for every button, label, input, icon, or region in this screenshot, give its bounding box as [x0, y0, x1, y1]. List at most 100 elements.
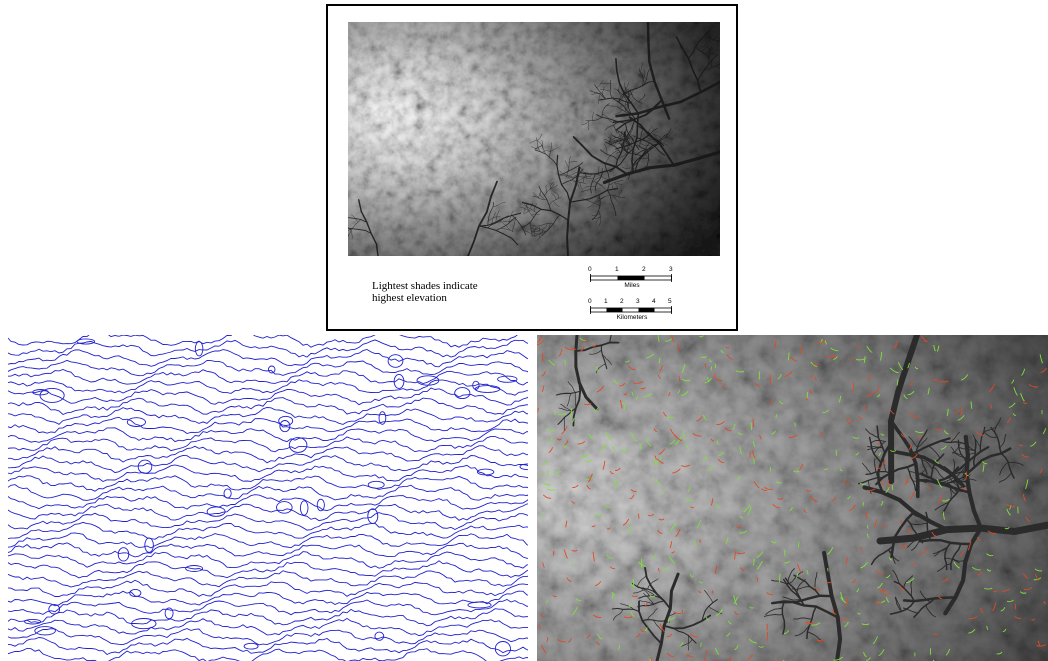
valley-channel [538, 190, 542, 199]
green-contour-segment [677, 389, 681, 394]
red-contour-segment [817, 639, 825, 642]
red-contour-segment [657, 374, 661, 379]
contour-loop [117, 547, 130, 562]
overlay-valley [957, 439, 968, 464]
red-contour-segment [889, 409, 895, 415]
overlay-valley [563, 416, 566, 431]
red-contour-segment [571, 549, 578, 552]
green-contour-segment [927, 387, 930, 395]
red-contour-segment [1002, 588, 1010, 592]
red-contour-segment [669, 428, 677, 437]
red-contour-segment [587, 473, 593, 483]
red-contour-segment [960, 551, 964, 557]
valley-channel [542, 150, 551, 153]
red-contour-segment [656, 458, 664, 464]
valley-channel [701, 45, 711, 51]
green-contour-segment [558, 412, 567, 416]
green-contour-segment [594, 514, 603, 517]
green-contour-segment [783, 630, 790, 635]
red-contour-segment [881, 588, 884, 592]
red-contour-segment [638, 513, 640, 519]
green-contour-segment [793, 470, 800, 473]
red-contour-segment [542, 562, 545, 569]
green-contour-segment [649, 595, 656, 598]
red-contour-segment [769, 374, 772, 385]
valley-channel [556, 154, 571, 203]
contour-loop [39, 387, 65, 403]
green-contour-segment [961, 374, 969, 381]
valley-channel [544, 183, 555, 196]
green-contour-segment [827, 567, 829, 572]
overlay-valley [566, 393, 572, 407]
valley-channel [618, 131, 622, 141]
valley-channel [579, 182, 584, 191]
red-contour-segment [658, 568, 660, 572]
valley-channel [523, 206, 527, 215]
valley-channel [599, 149, 618, 161]
overlay-valley [911, 537, 921, 551]
contour-loop [476, 468, 495, 476]
green-contour-segment [833, 656, 843, 661]
red-contour-segment [623, 616, 633, 619]
red-contour-segment [593, 614, 602, 618]
valley-channel [559, 170, 572, 181]
green-contour-segment [996, 651, 1003, 655]
green-contour-segment [797, 541, 800, 548]
valley-channel [569, 187, 618, 203]
green-contour-segment [737, 432, 743, 435]
green-contour-segment [701, 356, 707, 359]
valley-channel [547, 223, 551, 232]
valley-channel [348, 219, 361, 231]
red-contour-segment [878, 441, 881, 445]
valley-channel [536, 137, 541, 153]
green-contour-segment [639, 442, 643, 450]
contour-line [8, 521, 528, 540]
red-contour-segment [867, 488, 876, 492]
green-contour-segment [663, 566, 669, 571]
green-contour-segment [846, 496, 851, 500]
overlay-valley [643, 592, 655, 605]
valley-channel [549, 142, 552, 158]
red-contour-segment [774, 340, 777, 349]
valley-channel [628, 116, 675, 167]
red-contour-segment [826, 580, 833, 584]
contour-line [8, 579, 528, 597]
overlay-valley [875, 462, 917, 486]
overlay-valley [637, 587, 650, 597]
green-contour-segment [986, 568, 992, 572]
valley-channel [548, 196, 562, 206]
green-contour-segment [810, 361, 817, 368]
green-contour-segment [699, 335, 704, 338]
contour-lines-map [8, 335, 528, 661]
green-contour-segment [784, 550, 786, 557]
green-contour-segment [668, 555, 676, 564]
green-contour-segment [787, 352, 790, 361]
valley-channel [612, 138, 621, 148]
red-contour-segment [900, 519, 903, 524]
overlay-valley [782, 596, 802, 601]
green-contour-segment [630, 583, 636, 588]
green-contour-segment [720, 349, 725, 353]
overlay-valley [595, 363, 606, 374]
red-contour-segment [873, 519, 878, 528]
valley-channel [566, 173, 575, 176]
red-contour-segment [809, 496, 818, 503]
red-contour-segment [840, 617, 848, 621]
contour-line [8, 512, 528, 531]
green-contour-segment [747, 506, 752, 516]
green-contour-segment [1021, 368, 1026, 376]
green-contour-segment [737, 475, 741, 481]
contour-loop [137, 459, 153, 474]
red-contour-segment [658, 518, 665, 521]
overlay-valley [921, 459, 933, 470]
red-contour-segment [640, 387, 646, 390]
valley-channel [595, 216, 601, 224]
red-contour-segment [1031, 618, 1035, 621]
green-contour-segment [571, 606, 579, 616]
green-contour-segment [934, 459, 940, 464]
valley-channel [512, 218, 516, 232]
green-contour-segment [982, 461, 988, 465]
contour-loop [144, 537, 154, 553]
overlay-valley [793, 617, 813, 620]
green-contour-segment [613, 479, 619, 485]
